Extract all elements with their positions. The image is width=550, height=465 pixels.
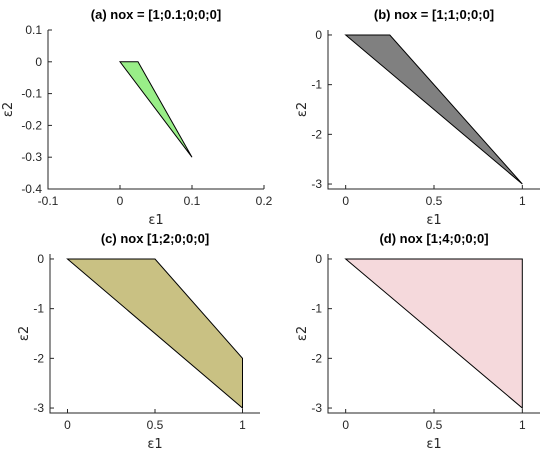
plot-layer: -0.1 0 0.1 0.2 -0.4 -0.3 -0.2 -0.1 0 0.1: [21, 23, 272, 208]
y-tick-label: 0.1: [25, 23, 42, 37]
y-tick-label: -0.4: [21, 182, 42, 196]
y-tick-label: -1: [311, 78, 322, 92]
x-tick-label: 0: [342, 194, 349, 208]
y-tick-label: 0: [35, 55, 42, 69]
panel-d: 0 0.5 1 -3 -2 -1 0 (d) nox [1;4;0;0;0] ε1 ε2: [295, 231, 540, 452]
y-tick-label: -0.3: [21, 150, 42, 164]
y-tick-label: -2: [33, 351, 44, 365]
panel-b: 0 0.5 1 -3 -2 -1 0 (b) nox = [1;1;0;0;0] ε1 ε2: [295, 7, 540, 228]
y-axis-label: ε2: [295, 326, 310, 341]
x-axis-label: ε1: [148, 213, 163, 228]
y-tick-label: -0.2: [21, 118, 42, 132]
x-tick-label: -0.1: [38, 194, 59, 208]
x-tick-label: 0.1: [184, 194, 201, 208]
x-tick-label: 0.5: [147, 418, 164, 432]
y-tick-label: 0: [315, 28, 322, 42]
y-tick-label: -2: [311, 351, 322, 365]
y-tick-label: -0.1: [21, 87, 42, 101]
y-tick-label: -1: [33, 302, 44, 316]
plot-layer: 0 0.5 1 -3 -2 -1 0: [311, 28, 540, 208]
y-tick-label: -3: [33, 401, 44, 415]
panel-title: (b) nox = [1;1;0;0;0]: [374, 7, 494, 22]
y-tick-label: -1: [311, 302, 322, 316]
feasible-region: [344, 258, 523, 410]
y-tick-label: 0: [37, 252, 44, 266]
x-tick-label: 1: [519, 194, 526, 208]
panel-title: (c) nox [1;2;0;0;0]: [101, 231, 209, 246]
axes: [49, 254, 260, 414]
y-axis-label: ε2: [17, 326, 32, 341]
plot-layer: 0 0.5 1 -3 -2 -1 0: [311, 252, 540, 432]
x-axis-label: ε1: [147, 437, 162, 452]
x-tick-label: 0: [117, 194, 124, 208]
x-tick-label: 0: [64, 418, 71, 432]
panel-title: (a) nox = [1;0.1;0;0;0]: [91, 7, 221, 22]
feasible-region: [66, 258, 243, 410]
y-tick-label: -3: [311, 401, 322, 415]
axes: [327, 30, 540, 190]
x-tick-label: 0.2: [256, 194, 273, 208]
x-axis-label: ε1: [426, 437, 441, 452]
axes: [327, 254, 540, 414]
x-tick-label: 0: [342, 418, 349, 432]
x-tick-label: 1: [519, 418, 526, 432]
x-axis-label: ε1: [426, 213, 441, 228]
y-tick-label: -3: [311, 177, 322, 191]
x-tick-label: 0.5: [426, 418, 443, 432]
x-tick-label: 1: [239, 418, 246, 432]
panel-c: 0 0.5 1 -3 -2 -1 0 (c) nox [1;2;0;0;0] ε1 ε2: [17, 231, 260, 452]
y-tick-label: 0: [315, 252, 322, 266]
plot-layer: 0 0.5 1 -3 -2 -1 0: [33, 252, 260, 432]
feasible-region: [344, 34, 523, 185]
panel-a: -0.1 0 0.1 0.2 -0.4 -0.3 -0.2 -0.1 0 0.1 (a) nox …: [1, 7, 273, 228]
panel-title: (d) nox [1;4;0;0;0]: [379, 231, 488, 246]
y-tick-label: -2: [311, 127, 322, 141]
feasible-region: [118, 61, 193, 158]
x-tick-label: 0.5: [426, 194, 443, 208]
y-axis-label: ε2: [1, 102, 16, 117]
y-axis-label: ε2: [295, 102, 310, 117]
